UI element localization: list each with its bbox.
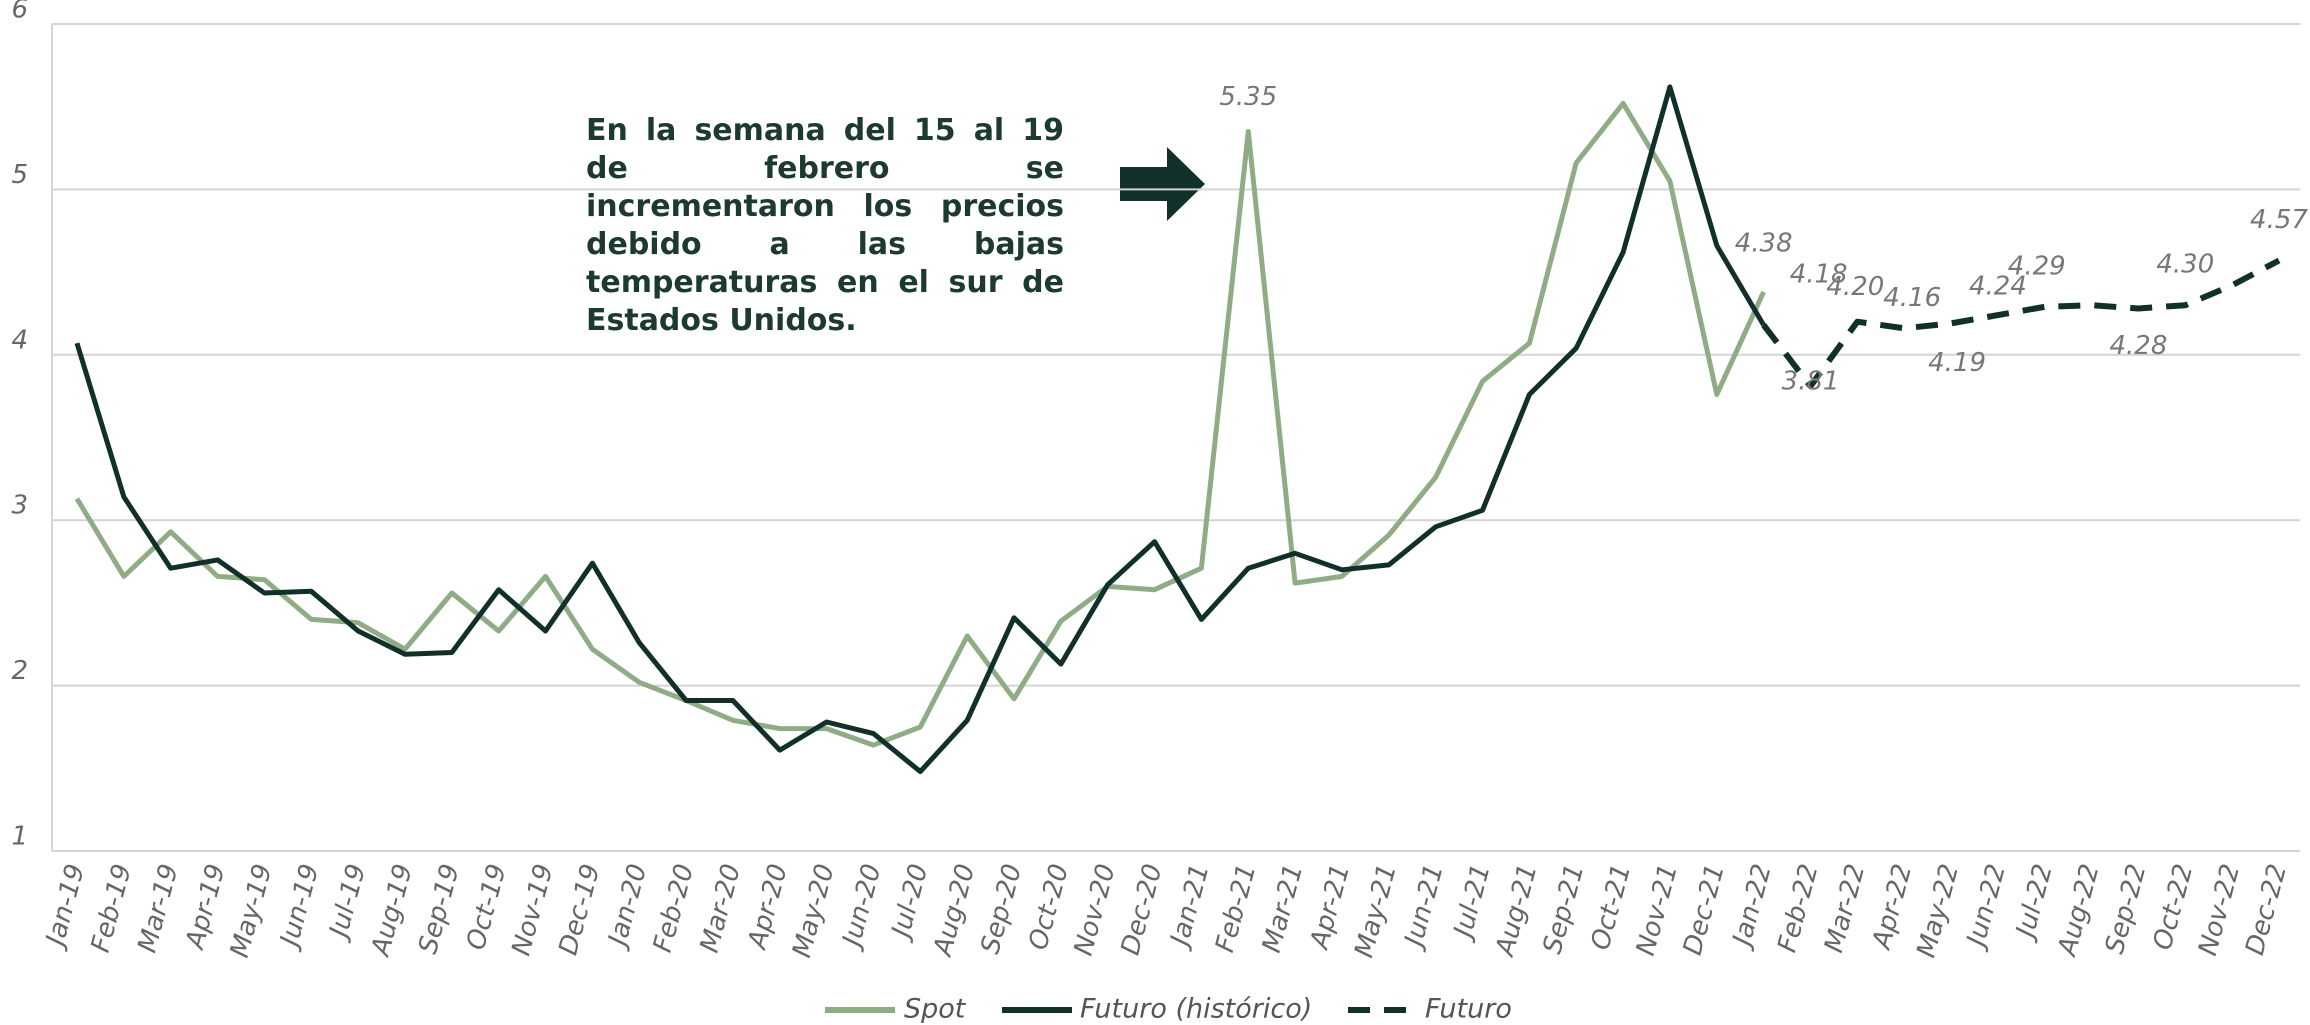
x-tick-label: Feb-22 bbox=[1772, 861, 1824, 956]
x-tick-label: Jul-19 bbox=[323, 861, 372, 945]
data-label: 4.28 bbox=[2110, 331, 2168, 361]
series-line bbox=[74, 84, 1766, 775]
x-tick-label: Jun-19 bbox=[273, 861, 325, 954]
arrow bbox=[1120, 147, 1205, 221]
x-tick-label: Oct-22 bbox=[2148, 861, 2200, 953]
x-tick-label: Jan-21 bbox=[1164, 861, 1216, 953]
x-tick-label: Mar-20 bbox=[695, 861, 747, 956]
x-tick-label: Mar-22 bbox=[1819, 861, 1871, 956]
x-tick-label: Nov-19 bbox=[506, 861, 559, 959]
x-tick-label: Sep-21 bbox=[1538, 861, 1591, 957]
y-tick-label: 4 bbox=[11, 325, 28, 355]
x-tick-label: Mar-21 bbox=[1257, 861, 1309, 956]
x-tick-label: May-19 bbox=[225, 861, 279, 961]
x-tick-label: Jun-21 bbox=[1398, 861, 1450, 954]
x-tick-label: May-21 bbox=[1349, 861, 1403, 961]
y-tick-label: 2 bbox=[11, 656, 28, 686]
x-tick-label: Apr-20 bbox=[742, 861, 794, 954]
y-tick-label: 6 bbox=[11, 0, 28, 25]
data-label: 4.24 bbox=[1969, 272, 2027, 302]
series-line bbox=[74, 100, 1766, 748]
x-tick-label: Apr-21 bbox=[1304, 861, 1356, 954]
x-tick-label: Feb-21 bbox=[1210, 861, 1262, 956]
x-tick-label: Jun-20 bbox=[836, 861, 888, 954]
x-tick-label: May-22 bbox=[1911, 861, 1965, 961]
x-tick-label: Aug-22 bbox=[2052, 861, 2106, 961]
x-tick-label: Dec-19 bbox=[553, 861, 606, 958]
data-label: 4.29 bbox=[2008, 251, 2066, 281]
x-tick-label: Jul-22 bbox=[2009, 861, 2058, 945]
y-tick-label: 5 bbox=[11, 160, 28, 190]
x-tick-label: Aug-21 bbox=[1490, 861, 1544, 961]
x-tick-label: Sep-22 bbox=[2100, 861, 2153, 957]
x-tick-label: Dec-20 bbox=[1116, 861, 1169, 958]
data-label: 4.19 bbox=[1928, 348, 1986, 378]
x-tick-label: Nov-21 bbox=[1631, 861, 1684, 959]
data-label: 4.38 bbox=[1735, 228, 1793, 258]
data-label: 3.81 bbox=[1782, 367, 1840, 397]
annotation: En la semana del 15 al 19 de febrero se … bbox=[586, 113, 1064, 338]
data-label: 4.16 bbox=[1883, 283, 1941, 313]
legend-label: Futuro (histórico) bbox=[1080, 994, 1312, 1025]
x-tick-label: Dec-22 bbox=[2240, 861, 2293, 958]
x-tick-label: Apr-22 bbox=[1866, 861, 1918, 954]
x-tick-label: Oct-20 bbox=[1023, 861, 1075, 953]
legend-label: Spot bbox=[904, 994, 967, 1025]
y-tick-label: 3 bbox=[11, 491, 28, 521]
legend-label: Futuro bbox=[1425, 994, 1512, 1025]
x-tick-label: Jul-21 bbox=[1447, 861, 1496, 945]
x-tick-label: Sep-20 bbox=[975, 861, 1028, 957]
x-tick-label: Feb-20 bbox=[648, 861, 700, 956]
x-tick-label: Sep-19 bbox=[413, 861, 466, 957]
x-tick-label: Oct-19 bbox=[461, 861, 513, 953]
x-tick-label: Aug-20 bbox=[928, 861, 982, 961]
x-tick-label: Nov-22 bbox=[2193, 861, 2246, 959]
x-tick-label: Mar-19 bbox=[132, 861, 184, 956]
x-tick-label: Jun-22 bbox=[1960, 861, 2012, 954]
x-tick-label: Jan-22 bbox=[1726, 861, 1778, 953]
x-tick-label: Jan-20 bbox=[602, 861, 654, 953]
data-label: 4.30 bbox=[2156, 250, 2214, 280]
x-tick-label: Apr-19 bbox=[180, 861, 232, 954]
x-tick-label: Nov-20 bbox=[1069, 861, 1122, 959]
data-label: 4.18 bbox=[1790, 260, 1848, 290]
data-label: 4.57 bbox=[2250, 205, 2308, 235]
x-tick-label: May-20 bbox=[787, 861, 841, 961]
y-tick-label: 1 bbox=[11, 822, 28, 852]
data-label: 4.20 bbox=[1826, 272, 1884, 302]
x-tick-label: Oct-21 bbox=[1585, 861, 1637, 953]
x-tick-label: Aug-19 bbox=[365, 861, 419, 961]
x-tick-label: Jan-19 bbox=[39, 861, 91, 953]
data-label: 5.35 bbox=[1219, 82, 1277, 112]
x-tick-label: Feb-19 bbox=[86, 861, 138, 956]
x-tick-label: Jul-20 bbox=[885, 861, 934, 945]
x-tick-label: Dec-21 bbox=[1678, 861, 1731, 958]
